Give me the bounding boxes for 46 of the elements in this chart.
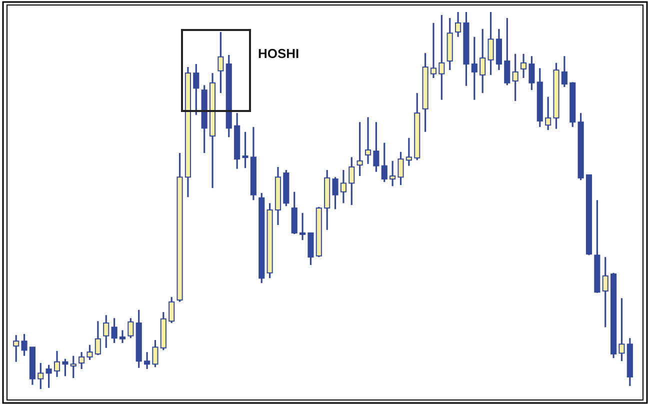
- candlestick: [381, 142, 388, 183]
- candlestick: [340, 169, 346, 204]
- candlestick: [364, 116, 372, 165]
- candlestick: [86, 344, 93, 361]
- annotation: HOSHI: [258, 46, 300, 61]
- candlestick: [512, 53, 518, 102]
- candlestick: [438, 14, 445, 101]
- candlestick: [561, 55, 568, 88]
- candlestick: [21, 333, 28, 357]
- candlestick: [119, 329, 126, 344]
- candlestick: [373, 121, 380, 173]
- candlestick: [54, 350, 60, 378]
- candlestick: [488, 11, 494, 76]
- candlestick: [38, 362, 44, 390]
- candlestick: [128, 317, 134, 339]
- candlestick: [152, 339, 158, 368]
- candlestick: [218, 31, 224, 94]
- candlestick: [13, 334, 20, 363]
- candlestick: [168, 296, 175, 324]
- candlestick: [528, 55, 535, 91]
- candlestick: [480, 28, 486, 94]
- candlestick: [332, 176, 338, 210]
- candlestick: [193, 63, 200, 116]
- candlestick: [94, 320, 101, 356]
- candlestick: [242, 131, 248, 169]
- candlestick: [103, 314, 110, 349]
- candlestick: [406, 137, 412, 167]
- candlestick: [471, 36, 478, 101]
- candlestick: [348, 156, 355, 206]
- candlestick: [455, 11, 462, 38]
- candlestick: [618, 297, 625, 362]
- candlestick: [504, 17, 510, 86]
- candlestick: [430, 22, 437, 79]
- candlestick: [78, 351, 85, 370]
- candlestick: [602, 256, 608, 328]
- candlestick: [520, 53, 527, 79]
- candlestick: [46, 364, 52, 389]
- candlestick: [111, 317, 118, 344]
- candlestick: [390, 160, 396, 187]
- candlestick: [398, 151, 404, 186]
- candlestick: [144, 351, 150, 370]
- candlestick: [356, 121, 363, 177]
- candlestick: [62, 358, 68, 377]
- candlestick: [300, 212, 306, 241]
- candlestick: [70, 355, 76, 379]
- candlestick: [545, 96, 552, 131]
